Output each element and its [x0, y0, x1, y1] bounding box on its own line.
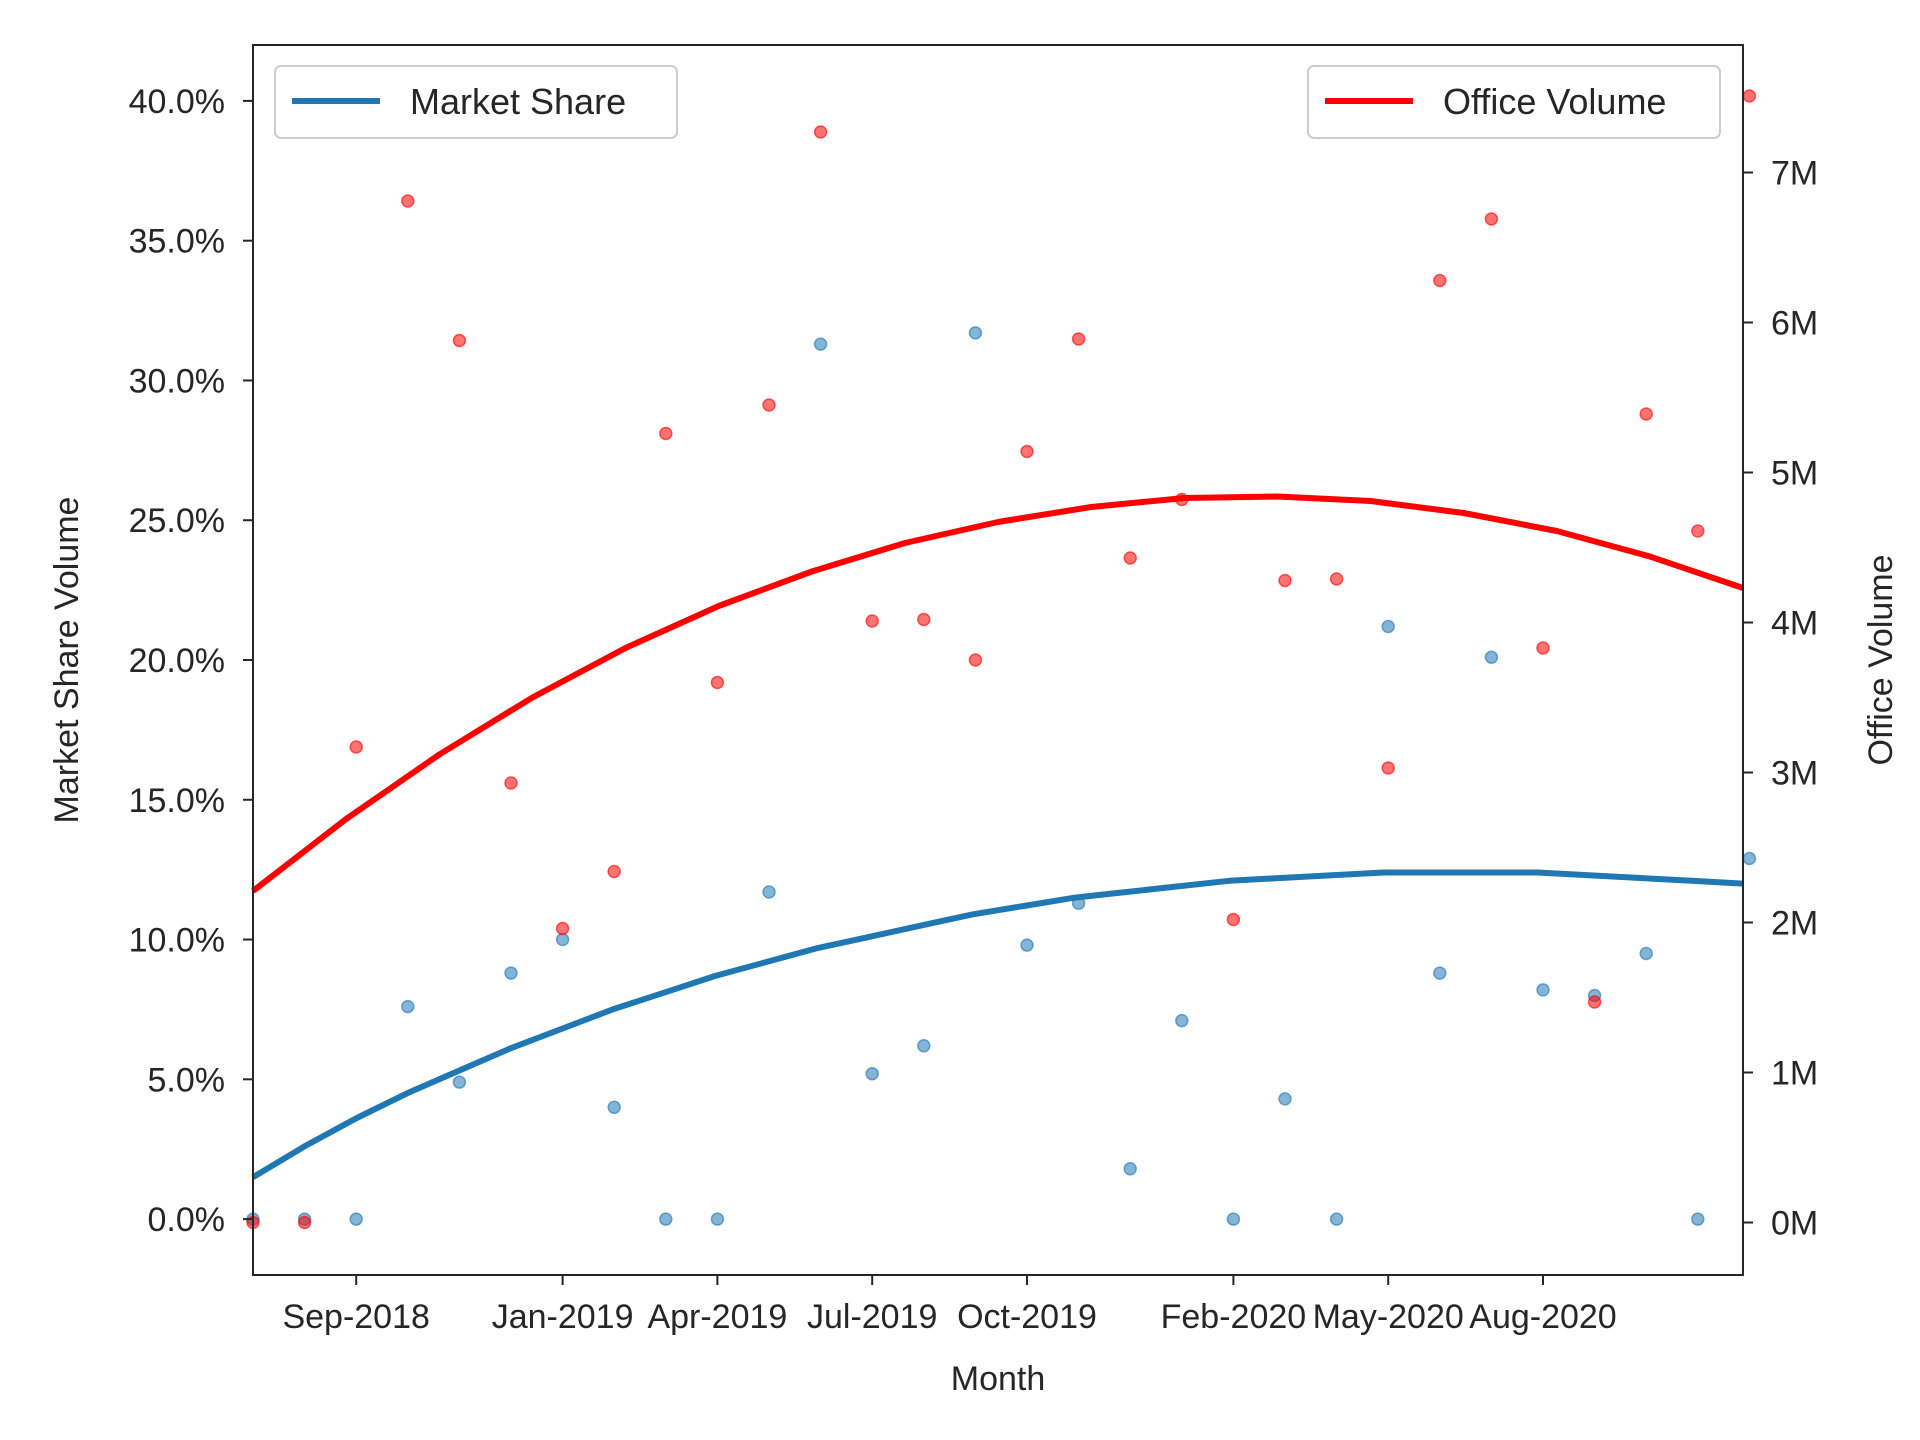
scatter-layer: [246, 89, 1757, 1230]
x-tick-label: May-2020: [1313, 1298, 1464, 1336]
scatter-point: [1742, 851, 1757, 866]
x-tick-label: Jan-2019: [492, 1298, 634, 1336]
x-tick-label: Oct-2019: [957, 1298, 1097, 1336]
scatter-point: [349, 740, 363, 754]
scatter-point: [607, 864, 621, 879]
x-tick-label: Jul-2019: [807, 1298, 937, 1336]
scatter-point: [555, 932, 570, 947]
legend-label: Office Volume: [1443, 81, 1666, 122]
y-left-tick-label: 15.0%: [129, 782, 225, 820]
scatter-point: [1691, 1212, 1705, 1226]
scatter-point: [710, 675, 725, 690]
scatter-point: [1329, 1212, 1344, 1226]
y-left-tick-label: 30.0%: [129, 362, 225, 400]
scatter-point: [1175, 1013, 1189, 1028]
legend-market-share: Market Share: [274, 65, 678, 139]
scatter-point: [1381, 619, 1395, 634]
scatter-point: [813, 125, 828, 139]
y-left-tick-label: 35.0%: [129, 223, 225, 261]
scatter-point: [1226, 1212, 1241, 1226]
scatter-point: [659, 426, 673, 441]
y-axis-right-label: Office Volume: [1862, 554, 1900, 765]
y-axis-left-label: Market Share Volume: [48, 497, 86, 824]
scatter-point: [659, 1212, 673, 1226]
trend-line: [251, 493, 1744, 894]
scatter-point: [401, 194, 415, 208]
trend-line: [251, 869, 1744, 1180]
scatter-point: [1020, 444, 1034, 459]
y-left-tick-label: 25.0%: [129, 502, 225, 540]
y-right-tick-label: 1M: [1771, 1055, 1818, 1093]
scatter-point: [504, 776, 518, 790]
x-tick-label: Sep-2018: [282, 1298, 429, 1336]
scatter-point: [297, 1215, 312, 1230]
x-axis: Sep-2018 Jan-2019 Apr-2019 Jul-2019 Oct-2019…: [282, 1275, 1617, 1336]
scatter-point: [555, 921, 570, 936]
legend-box: [274, 65, 678, 139]
scatter-point: [1226, 912, 1241, 927]
legend-label: Market Share: [410, 81, 626, 122]
scatter-point: [1536, 983, 1550, 997]
y-right-tick-label: 2M: [1771, 905, 1818, 943]
scatter-point: [968, 326, 983, 340]
x-tick-label: Apr-2019: [647, 1298, 787, 1336]
scatter-point: [1329, 572, 1344, 586]
scatter-point: [1742, 89, 1757, 103]
scatter-point: [452, 333, 467, 348]
y-left-tick-label: 40.0%: [129, 83, 225, 121]
scatter-point: [349, 1212, 363, 1226]
legend-office-volume: Office Volume: [1307, 65, 1721, 139]
scatter-point: [1433, 273, 1447, 288]
y-left-tick-label: 5.0%: [148, 1061, 226, 1099]
x-tick-label: Feb-2020: [1161, 1298, 1307, 1336]
y-left-tick-label: 0.0%: [148, 1201, 226, 1239]
scatter-point: [1278, 1092, 1292, 1106]
scatter-point: [710, 1212, 725, 1226]
legend-box: [1307, 65, 1721, 139]
scatter-point: [1381, 761, 1395, 775]
scatter-point: [401, 999, 415, 1014]
scatter-point: [1123, 551, 1137, 565]
scatter-point: [917, 612, 931, 627]
scatter-point: [1639, 407, 1653, 421]
y-right-tick-label: 6M: [1771, 305, 1818, 343]
scatter-point: [607, 1100, 621, 1115]
y-axis-left: 0.0% 5.0% 10.0% 15.0% 20.0% 25.0% 30.0% 35.0% 40…: [129, 83, 253, 1239]
scatter-point: [762, 398, 776, 412]
y-left-tick-label: 20.0%: [129, 642, 225, 680]
scatter-point: [1484, 650, 1499, 664]
scatter-point: [1691, 524, 1705, 538]
scatter-point: [968, 653, 983, 667]
scatter-point: [452, 1075, 467, 1089]
y-left-tick-label: 10.0%: [129, 922, 225, 960]
scatter-point: [1433, 966, 1447, 980]
scatter-point: [1020, 938, 1034, 952]
scatter-point: [917, 1039, 931, 1053]
scatter-point: [865, 1066, 879, 1081]
scatter-point: [1536, 641, 1550, 655]
y-right-tick-label: 3M: [1771, 755, 1818, 793]
scatter-point: [762, 885, 776, 899]
scatter-point: [1278, 573, 1292, 588]
x-axis-label: Month: [951, 1360, 1046, 1398]
y-right-tick-label: 7M: [1771, 155, 1818, 193]
y-right-tick-label: 5M: [1771, 455, 1818, 493]
y-right-tick-label: 4M: [1771, 605, 1818, 643]
scatter-point: [1071, 332, 1086, 346]
scatter-point: [504, 966, 518, 980]
scatter-point: [1639, 946, 1653, 961]
x-tick-label: Aug-2020: [1469, 1298, 1616, 1336]
trend-lines-layer: [251, 493, 1744, 1180]
y-axis-right: 0M 1M 2M 3M 4M 5M 6M 7M: [1743, 155, 1818, 1243]
scatter-point: [1123, 1162, 1137, 1176]
y-right-tick-label: 0M: [1771, 1205, 1818, 1243]
plot-frame: [252, 44, 1744, 1276]
scatter-point: [865, 614, 879, 628]
scatter-point: [1484, 212, 1499, 226]
scatter-point: [1587, 995, 1602, 1009]
scatter-point: [813, 337, 828, 351]
